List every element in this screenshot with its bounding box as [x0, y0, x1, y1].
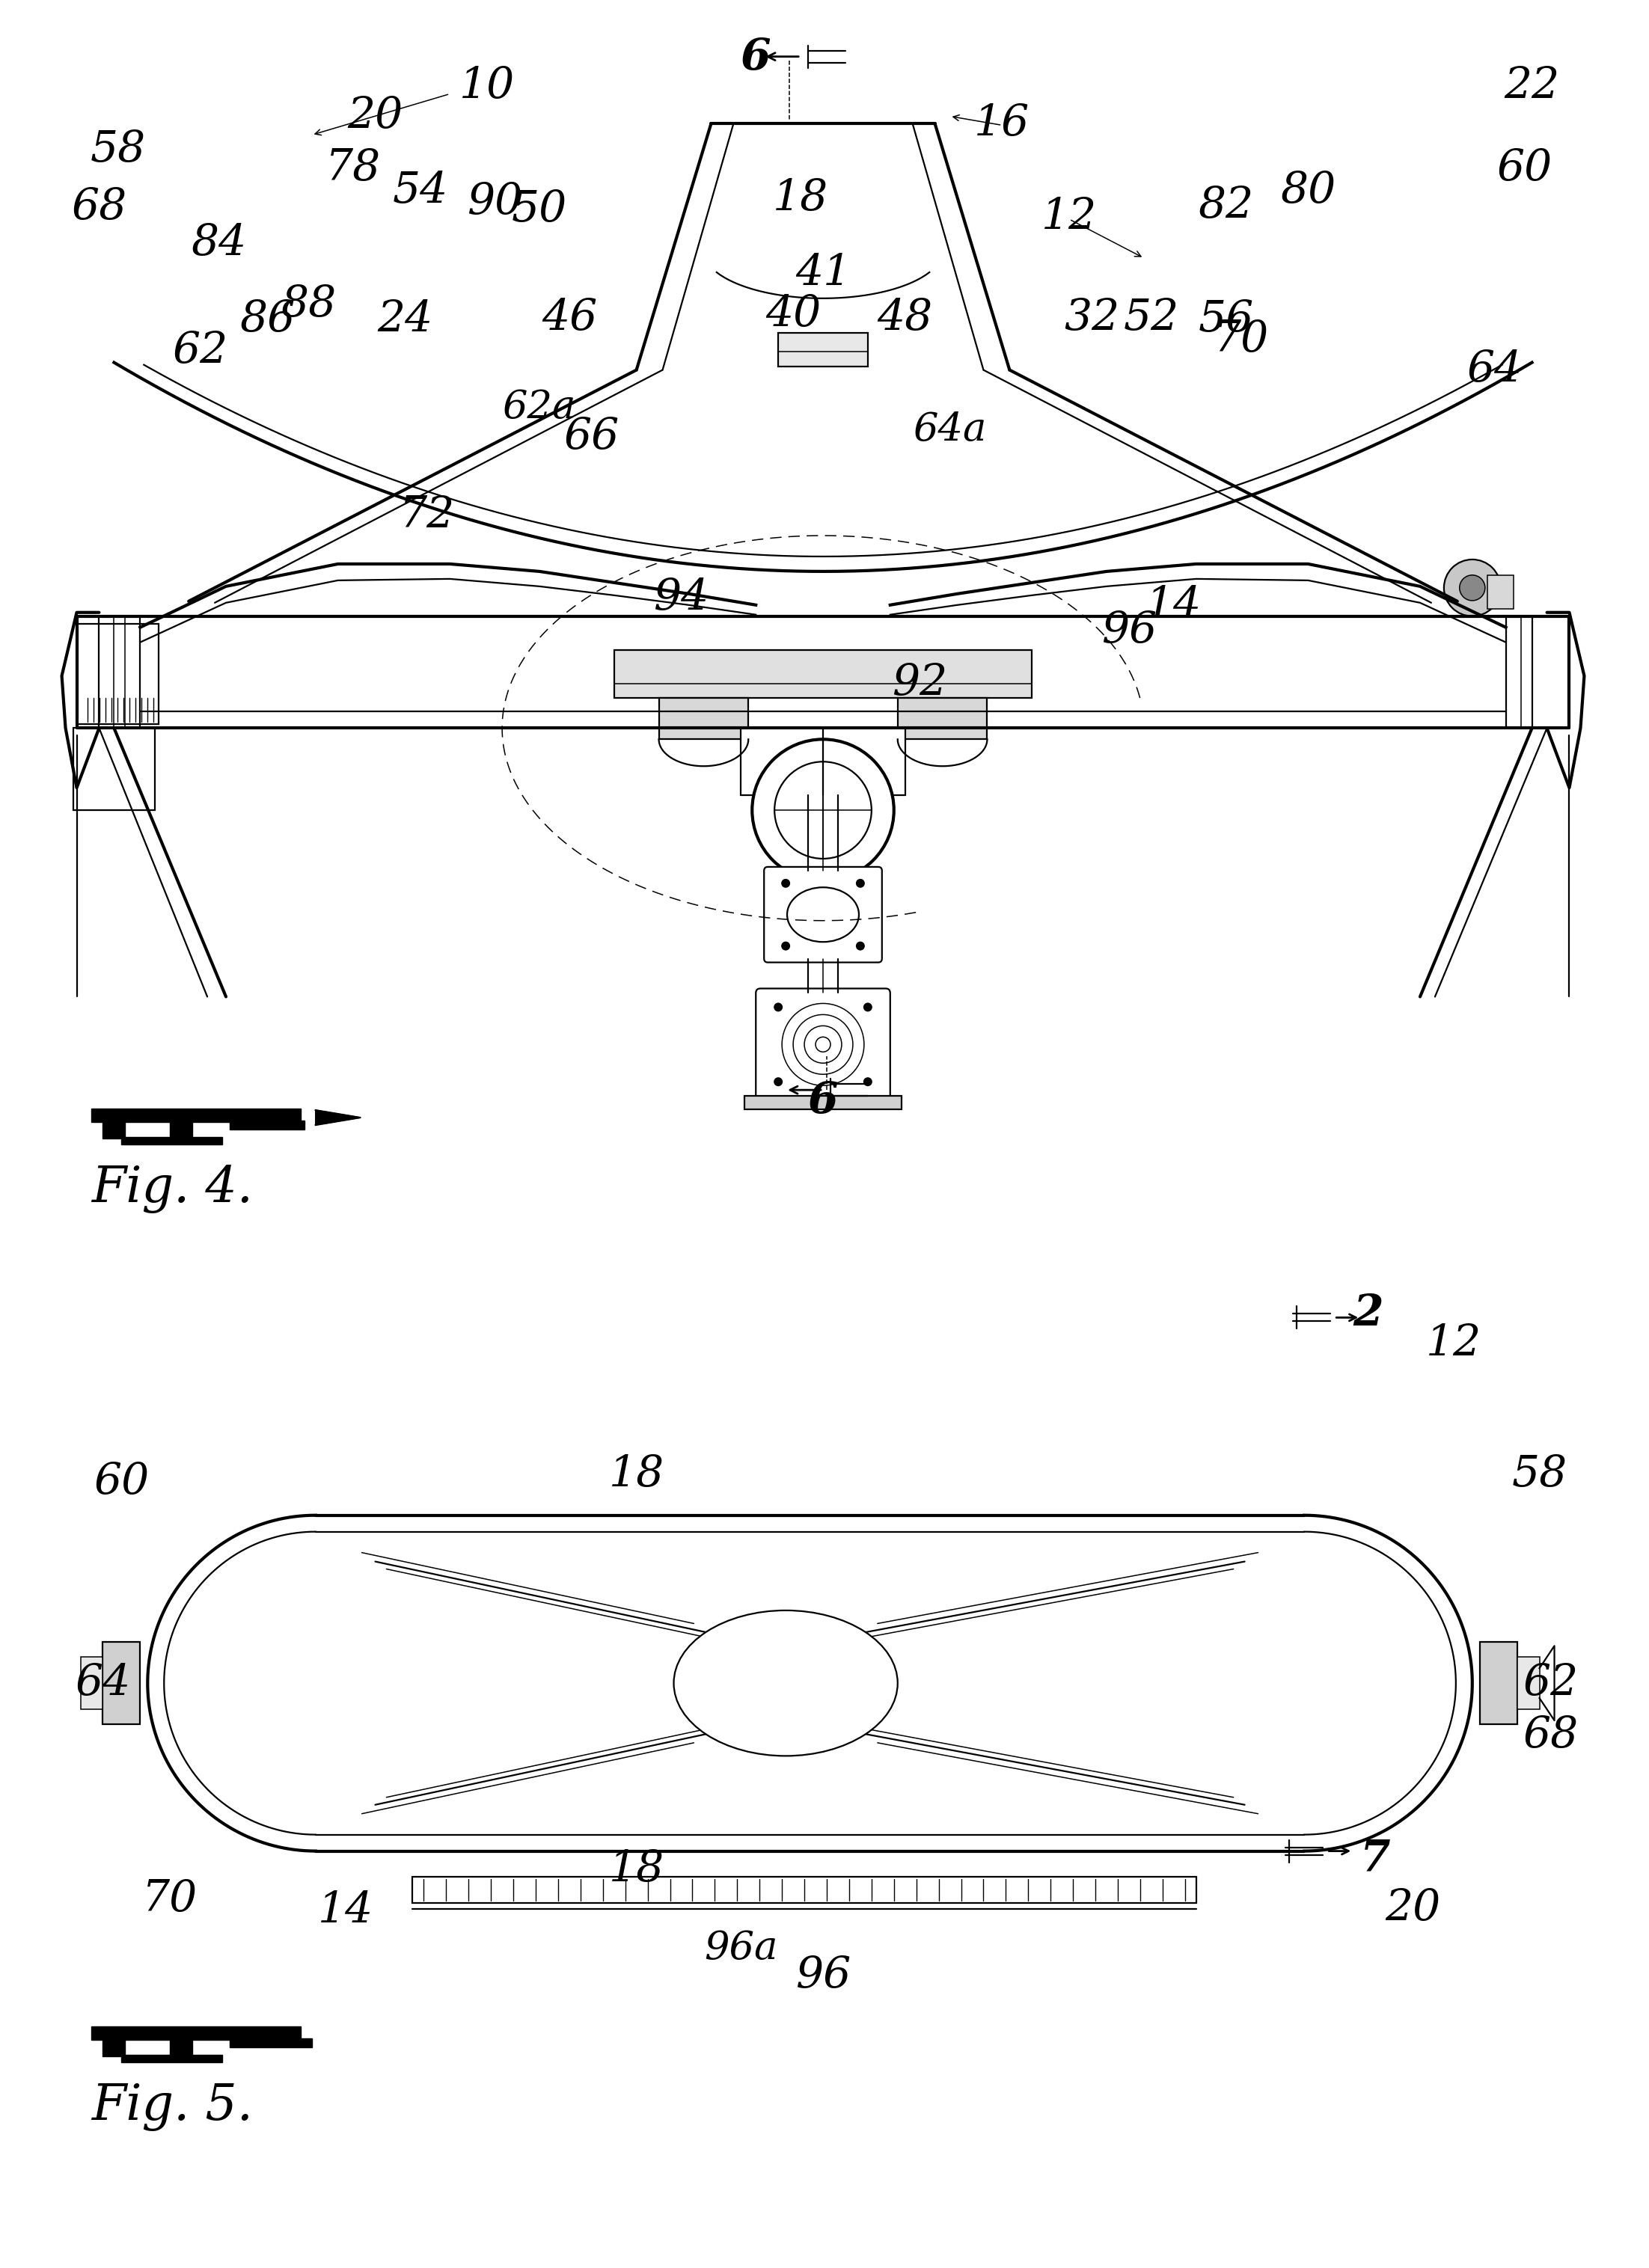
Bar: [770, 728, 876, 744]
Text: 86: 86: [239, 297, 295, 340]
Circle shape: [752, 739, 894, 880]
Bar: [897, 699, 988, 739]
FancyBboxPatch shape: [763, 866, 882, 962]
Text: 16: 16: [754, 1651, 818, 1701]
Bar: [92, 2025, 300, 2039]
Bar: [170, 1120, 193, 1139]
Text: 2: 2: [1352, 1293, 1384, 1336]
Text: 96: 96: [795, 1955, 851, 1996]
Text: 40: 40: [765, 293, 821, 336]
Text: 16: 16: [975, 102, 1031, 145]
Text: 41: 41: [795, 252, 851, 295]
Text: 92: 92: [892, 662, 948, 705]
Bar: [1517, 1658, 1540, 1710]
FancyBboxPatch shape: [755, 989, 890, 1100]
Bar: [778, 333, 867, 365]
Bar: [122, 1136, 223, 1145]
Text: 84: 84: [191, 222, 246, 265]
Text: 68: 68: [71, 186, 127, 229]
Circle shape: [773, 1002, 783, 1012]
Text: 72: 72: [399, 494, 455, 538]
Bar: [229, 1120, 305, 1129]
Bar: [102, 2039, 125, 2057]
Bar: [412, 1878, 1196, 1903]
Text: 64: 64: [76, 1662, 130, 1703]
Text: 64a: 64a: [914, 411, 986, 449]
Text: 24: 24: [378, 297, 432, 340]
Text: 94: 94: [653, 576, 709, 619]
Circle shape: [782, 941, 790, 950]
Bar: [81, 1658, 102, 1710]
Text: 82: 82: [1199, 184, 1253, 227]
Text: 12: 12: [1042, 195, 1097, 238]
Text: 12: 12: [1426, 1322, 1481, 1365]
Text: 54: 54: [392, 170, 449, 211]
Text: 56: 56: [1199, 297, 1253, 340]
Circle shape: [864, 1077, 872, 1086]
Bar: [229, 2039, 312, 2048]
Text: 66: 66: [564, 415, 620, 458]
Text: 70: 70: [142, 1878, 198, 1921]
Bar: [102, 1120, 125, 1139]
Bar: [740, 728, 905, 796]
Circle shape: [856, 941, 864, 950]
Text: 62: 62: [171, 331, 228, 372]
Text: 80: 80: [1280, 170, 1336, 211]
Bar: [660, 699, 749, 739]
Text: 50: 50: [511, 188, 567, 231]
Text: 18: 18: [608, 1848, 665, 1892]
Text: 90: 90: [467, 181, 523, 222]
Circle shape: [773, 1077, 783, 1086]
Text: 64: 64: [1468, 349, 1522, 390]
Text: 78: 78: [325, 147, 381, 191]
Text: 14: 14: [1146, 583, 1202, 626]
Text: 10: 10: [460, 66, 514, 107]
Text: 20: 20: [348, 95, 402, 138]
Text: 62a: 62a: [503, 388, 576, 426]
Text: 96a: 96a: [704, 1930, 778, 1966]
Text: 22: 22: [1504, 66, 1560, 107]
Text: 58: 58: [1512, 1454, 1567, 1495]
Circle shape: [782, 878, 790, 887]
Text: 60: 60: [94, 1461, 150, 1504]
Text: 60: 60: [1497, 147, 1552, 191]
Text: 46: 46: [541, 297, 597, 338]
Text: 52: 52: [1123, 297, 1179, 338]
Text: 18: 18: [608, 1454, 665, 1495]
Text: 88: 88: [280, 284, 336, 324]
Text: 48: 48: [877, 297, 933, 338]
Bar: [1479, 1642, 1517, 1724]
Bar: [102, 1642, 140, 1724]
Text: 32: 32: [1064, 297, 1120, 338]
Bar: [613, 649, 1032, 699]
Text: 6: 6: [808, 1080, 838, 1123]
Circle shape: [1459, 576, 1486, 601]
Circle shape: [1445, 560, 1501, 617]
Bar: [78, 624, 158, 723]
Text: 62: 62: [1524, 1662, 1578, 1703]
Circle shape: [864, 1002, 872, 1012]
Text: 58: 58: [91, 129, 145, 170]
Text: 18: 18: [773, 177, 828, 220]
Bar: [745, 1095, 902, 1109]
Text: 7: 7: [1360, 1837, 1390, 1880]
Bar: [73, 728, 155, 810]
Bar: [122, 2055, 223, 2062]
Bar: [170, 2039, 193, 2057]
Polygon shape: [315, 1109, 359, 1125]
Ellipse shape: [674, 1610, 897, 1755]
Text: 96: 96: [1102, 610, 1156, 653]
Bar: [1487, 576, 1514, 608]
Text: 6: 6: [740, 36, 772, 79]
Circle shape: [856, 878, 864, 887]
Text: 20: 20: [1385, 1887, 1440, 1930]
Text: 68: 68: [1524, 1715, 1578, 1755]
Bar: [92, 1109, 300, 1123]
Text: 70: 70: [1214, 320, 1268, 361]
Text: Fig. 5.: Fig. 5.: [92, 2082, 254, 2132]
Text: 14: 14: [318, 1889, 373, 1932]
Text: Fig. 4.: Fig. 4.: [92, 1163, 254, 1213]
